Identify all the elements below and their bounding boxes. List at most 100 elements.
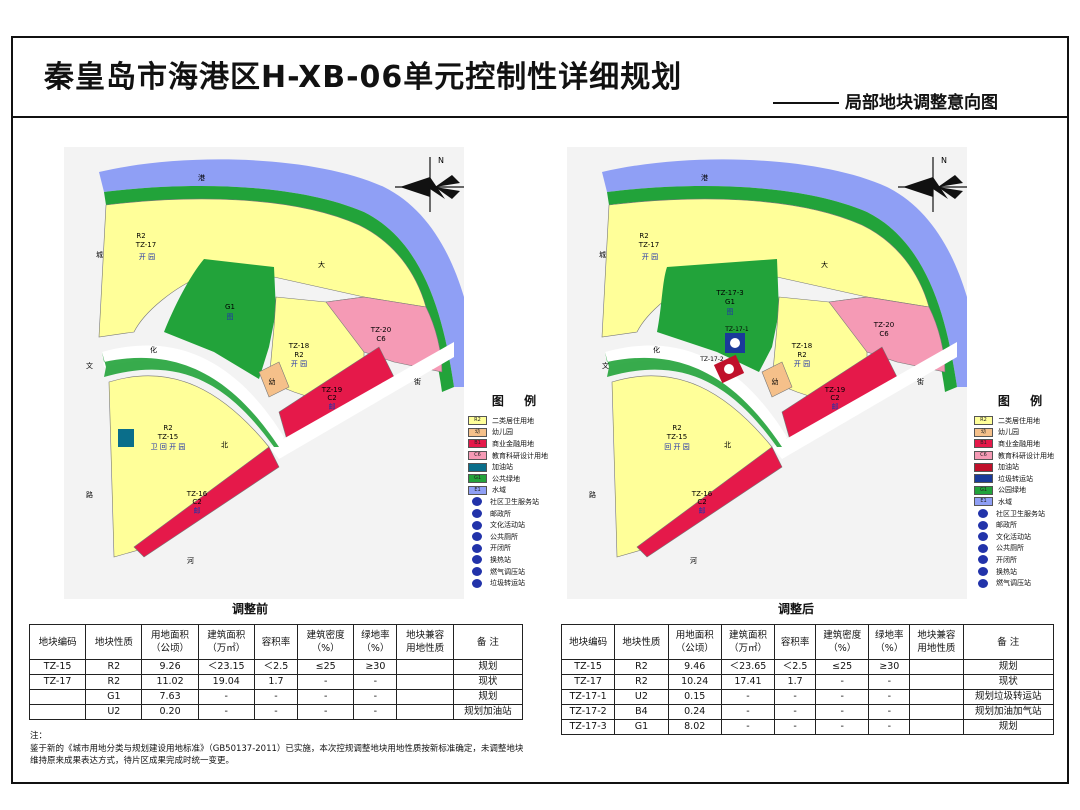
legend-item: 垃圾转运站 xyxy=(974,473,1074,485)
legend-item: 换热站 xyxy=(468,554,568,566)
table-cell xyxy=(909,674,964,690)
legend-label: 开闭所 xyxy=(490,544,511,553)
table-cell: 17.41 xyxy=(720,674,776,690)
table-cell: - xyxy=(868,674,911,690)
legend-item: G1 公园绿地 xyxy=(974,485,1074,497)
table-cell xyxy=(909,689,964,705)
table-cell: - xyxy=(774,689,817,705)
legend-swatch xyxy=(468,462,487,472)
label-tz19-code: C2 xyxy=(830,394,839,402)
table-cell: - xyxy=(868,689,911,705)
column-header: 地块性质 xyxy=(85,624,143,660)
table-cell xyxy=(28,689,87,705)
table-cell: - xyxy=(774,704,817,720)
table-cell: TZ-17-1 xyxy=(560,689,616,705)
legend-swatch: E1 xyxy=(468,485,487,495)
table-row: TZ-17 R2 11.02 19.04 1.7- - 现状 xyxy=(28,674,524,690)
column-header: 用地面积 （公顷） xyxy=(667,624,722,660)
table-cell: B4 xyxy=(614,704,669,720)
legend-after: 图 例 R2 二类居住用地幼幼儿园 B1 商业金融用地 C6 教育科研设计用地 加油站 垃圾转… xyxy=(974,392,1074,589)
label-tz19-name: TZ-19 xyxy=(824,386,845,394)
legend-item: 燃气调压站 xyxy=(974,577,1074,589)
table-cell: - xyxy=(297,674,355,690)
legend-label: 幼儿园 xyxy=(492,428,513,437)
table-cell: - xyxy=(815,689,870,705)
parcel-tz16 xyxy=(636,446,783,558)
label-tz16-name: TZ-16 xyxy=(186,490,208,498)
column-header: 用地面积 （公顷） xyxy=(141,624,199,660)
north-arrow xyxy=(898,157,967,212)
table-cell: TZ-17 xyxy=(560,674,616,690)
legend-symbol-icon xyxy=(978,520,988,530)
table-cell xyxy=(396,659,454,675)
legend-symbol-icon xyxy=(978,567,988,577)
table-row: TZ-17-2 B4 0.24- - - - 规划加油加气站 xyxy=(560,704,1055,720)
table-cell: 8.02 xyxy=(667,719,722,735)
table-cell xyxy=(909,659,964,675)
label-tz19-name: TZ-19 xyxy=(321,386,342,394)
table-row: TZ-15 R2 9.46 ＜23.65 ＜2.5 ≤25 ≥30 规划 xyxy=(560,659,1055,675)
table-cell: ≥30 xyxy=(868,659,911,675)
table-row: TZ-15 R2 9.26 ＜23.15 ＜2.5 ≤25 ≥30 规划 xyxy=(28,659,524,675)
label-tz20-name: TZ-20 xyxy=(370,326,391,334)
street-label-jie: 街 xyxy=(414,377,421,386)
table-cell: - xyxy=(297,689,355,705)
table-header-row: 地块编码 地块性质 用地面积 （公顷） 建筑面积 （万㎡） 容积率 建筑密度 （%） 绿地率 （%）… xyxy=(560,624,1055,660)
street-label-hua: 化 xyxy=(150,345,157,354)
legend-item: B1 商业金融用地 xyxy=(468,438,568,450)
legend-item: 邮政所 xyxy=(974,519,1074,531)
legend-swatch: E1 xyxy=(974,497,993,507)
street-label-he: 河 xyxy=(690,557,697,565)
label-tz15-facility: 卫 回 开 园 xyxy=(151,443,186,451)
table-row: TZ-17-1 U2 0.15- - - - 规划垃圾转运站 xyxy=(560,689,1055,705)
label-g1-facility: 图 xyxy=(227,313,234,321)
road-edge-green xyxy=(102,352,279,447)
road-wenhua xyxy=(605,345,787,447)
street-label-da1: 大 xyxy=(318,260,325,269)
table-cell: 9.46 xyxy=(667,659,722,675)
table-body: TZ-15 R2 9.46 ＜23.65 ＜2.5 ≤25 ≥30 规划 TZ-17 R2 10.2… xyxy=(560,659,1055,735)
legend-title: 图 例 xyxy=(491,394,545,408)
street-label-cheng: 城 xyxy=(599,251,606,259)
table-cell: 0.15 xyxy=(667,689,722,705)
legend-label: 公共厕所 xyxy=(996,544,1024,553)
label-tz20-name: TZ-20 xyxy=(873,321,894,329)
label-tz17-facility: 开 园 xyxy=(139,253,155,261)
legend-symbol-icon xyxy=(978,555,988,565)
legend-items: R2 二类居住用地幼幼儿园 B1 商业金融用地 C6 教育科研设计用地 加油站 垃圾转运站 G1… xyxy=(974,415,1074,589)
street-label-lu: 路 xyxy=(86,490,93,499)
legend-item: 社区卫生服务站 xyxy=(468,496,568,508)
legend-item: 燃气调压站 xyxy=(468,566,568,578)
table-cell: - xyxy=(815,674,870,690)
table-cell: R2 xyxy=(614,659,669,675)
legend-symbol-icon xyxy=(472,532,482,542)
table-cell: R2 xyxy=(85,674,143,690)
legend-item: 公共厕所 xyxy=(468,531,568,543)
street-label-lu: 路 xyxy=(589,490,596,499)
legend-label: 加油站 xyxy=(998,463,1019,472)
legend-label: 社区卫生服务站 xyxy=(996,509,1045,518)
table-row: TZ-17 R2 10.24 17.41 1.7- - 现状 xyxy=(560,674,1055,690)
table-row: G1 7.63- - - - 规划 xyxy=(28,689,524,705)
legend-item: C6 教育科研设计用地 xyxy=(468,450,568,462)
caption-before: 调整前 xyxy=(232,602,269,616)
legend-label: 邮政所 xyxy=(996,521,1017,530)
column-header: 地块兼容 用地性质 xyxy=(396,624,454,660)
footnote-label: 注： xyxy=(30,731,48,741)
north-arrow xyxy=(395,157,464,212)
table-cell: - xyxy=(815,719,870,735)
column-header: 地块性质 xyxy=(614,624,669,660)
legend-before: 图 例 R2 二类居住用地幼幼儿园 B1 商业金融用地 C6 教育科研设计用地 加油站 G1 公… xyxy=(468,392,568,589)
legend-item: 开闭所 xyxy=(468,543,568,555)
column-header: 建筑面积 （万㎡） xyxy=(720,624,776,660)
table-cell: 1.7 xyxy=(253,674,299,690)
label-tz16-code: C2 xyxy=(192,498,201,506)
street-label-wen: 文 xyxy=(602,361,609,370)
legend-item: 幼幼儿园 xyxy=(974,427,1074,439)
column-header: 地块编码 xyxy=(560,624,616,660)
legend-symbol-icon xyxy=(978,509,988,519)
legend-label: 商业金融用地 xyxy=(998,439,1040,448)
legend-label: 公共厕所 xyxy=(490,532,518,541)
legend-symbol-icon xyxy=(472,578,482,588)
legend-label: 垃圾转运站 xyxy=(998,474,1033,483)
